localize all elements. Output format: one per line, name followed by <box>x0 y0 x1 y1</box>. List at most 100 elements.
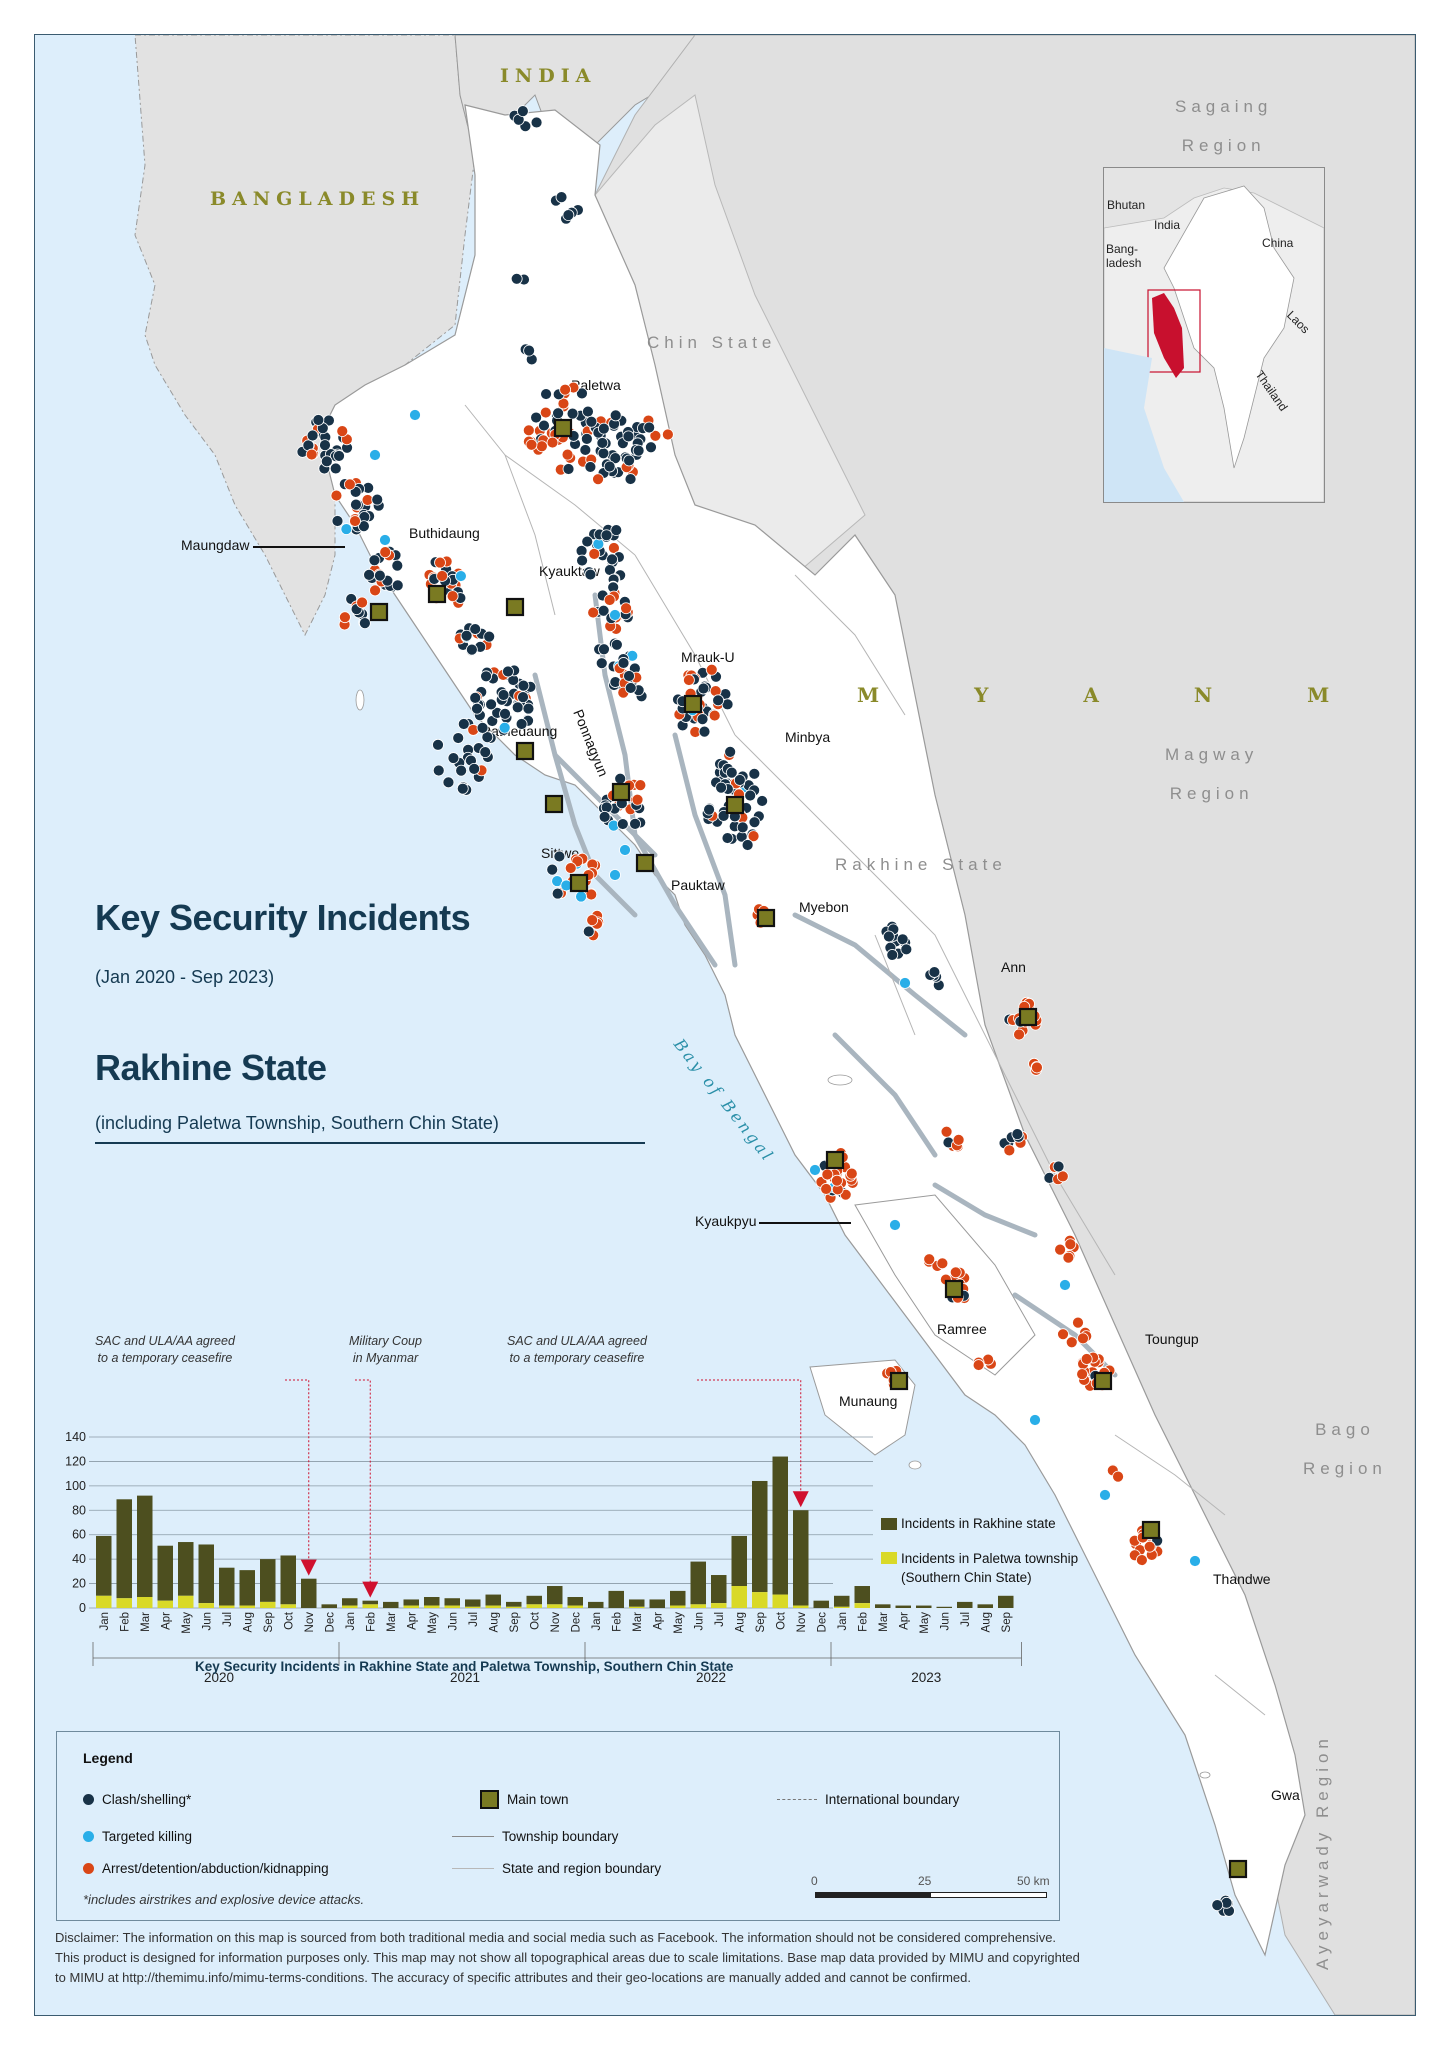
arrest-dot <box>369 584 381 597</box>
legend-main-town-label: Main town <box>507 1792 569 1807</box>
arrest-dot <box>535 440 548 453</box>
clash-dot <box>696 713 709 726</box>
main-town-marker <box>889 1371 909 1391</box>
clash-dot <box>585 415 598 428</box>
arrest-dot <box>705 663 718 676</box>
x-tick-label: Oct <box>283 1611 295 1630</box>
title-period: (Jan 2020 - Sep 2023) <box>95 967 275 987</box>
arrest-dot <box>305 448 318 461</box>
bar-rakhine <box>239 1570 255 1606</box>
clash-dot <box>616 818 629 830</box>
clash-dot <box>606 553 618 566</box>
arrest-dot <box>592 473 604 486</box>
clash-dot <box>442 776 455 789</box>
bar-paletwa <box>567 1605 583 1608</box>
x-tick-label: Jul <box>714 1612 726 1627</box>
x-tick-label: Jul <box>222 1612 234 1627</box>
bar-paletwa <box>547 1604 563 1608</box>
main-town-marker <box>544 794 564 814</box>
targeted-dot <box>1029 1414 1041 1426</box>
bar-paletwa <box>854 1603 870 1608</box>
incidents-bar-chart: 0 20 40 60 80 100 120 140 Jan Feb Mar Apr May Jun Jul A… <box>65 1379 1022 1685</box>
clash-dot <box>632 444 645 457</box>
town-label-toungup: Toungup <box>1145 1331 1199 1347</box>
clash-dot <box>540 388 552 400</box>
scale-bar-segment-dark <box>816 1893 931 1897</box>
clash-dot <box>368 554 381 567</box>
clash-dot <box>485 698 497 711</box>
x-tick-label: Feb <box>365 1612 377 1632</box>
bar-paletwa <box>280 1604 296 1608</box>
clash-dot <box>465 643 478 656</box>
clash-dot <box>596 437 609 449</box>
arrest-dot <box>330 489 343 502</box>
clash-dot <box>373 569 386 582</box>
x-tick-label: Jul <box>960 1612 972 1627</box>
bar-rakhine <box>301 1578 317 1608</box>
town-label-myebon: Myebon <box>799 899 849 915</box>
x-tick-label: Feb <box>611 1612 623 1632</box>
targeted-dot <box>1189 1555 1201 1567</box>
x-tick-label: May <box>673 1612 685 1634</box>
bar-rakhine <box>813 1600 829 1608</box>
x-tick-label: Aug <box>242 1612 254 1632</box>
main-town-marker <box>505 597 525 617</box>
y-tick-label: 120 <box>65 1454 86 1468</box>
clash-dot <box>522 702 535 715</box>
bar-rakhine <box>608 1590 624 1608</box>
y-tick-label: 100 <box>65 1479 86 1493</box>
targeted-dot <box>498 721 511 734</box>
legend-item-main-town: Main town <box>480 1790 569 1809</box>
clash-dot <box>623 670 635 682</box>
main-town-square-icon <box>480 1790 499 1809</box>
clash-dot <box>1052 1160 1065 1173</box>
clash-dot <box>460 629 473 642</box>
clash-dot <box>530 116 543 129</box>
bar-rakhine <box>362 1600 378 1605</box>
clash-dot <box>480 670 492 683</box>
bar-rakhine <box>96 1535 112 1596</box>
x-tick-label: Nov <box>304 1612 316 1633</box>
arrest-dot <box>923 1253 936 1266</box>
x-tick-label: Jan <box>591 1612 603 1631</box>
country-label-myanmar: M Y A N M A R <box>857 683 1415 707</box>
clash-dot <box>320 455 333 468</box>
clash-dot <box>712 694 725 707</box>
arrest-dot <box>1031 1061 1043 1074</box>
kyaukpyu-leader-line <box>759 1222 851 1224</box>
country-label-bangladesh: BANGLADESH <box>210 188 426 210</box>
x-tick-label: Mar <box>632 1612 644 1632</box>
clash-dot <box>517 679 530 692</box>
main-town-marker <box>1018 1007 1038 1027</box>
clash-dot <box>471 702 483 715</box>
clash-dot <box>1011 1128 1024 1141</box>
scale-label-25: 25 <box>918 1874 932 1888</box>
inset-locator-map: Bhutan India Bang- ladesh China Laos Tha… <box>1103 167 1325 503</box>
legend-box: Legend Clash/shelling* Targeted killing … <box>56 1731 1060 1921</box>
clash-dot <box>744 789 757 802</box>
clash-dot <box>546 863 559 876</box>
main-town-marker <box>1228 1859 1248 1879</box>
bar-rakhine <box>424 1597 440 1606</box>
clash-dot <box>516 105 529 118</box>
targeted-dot <box>455 570 467 582</box>
clash-dot <box>553 850 566 863</box>
clash-dot <box>358 617 371 630</box>
state-subtitle: (including Paletwa Township, Southern Ch… <box>95 1113 499 1133</box>
x-tick-label: Feb <box>119 1612 131 1632</box>
x-tick-label: Dec <box>570 1612 582 1633</box>
scale-label-0: 0 <box>811 1874 818 1888</box>
clash-dot <box>306 429 319 442</box>
targeted-dot <box>809 1164 821 1176</box>
bar-rakhine <box>260 1559 276 1602</box>
x-tick-label: Jun <box>201 1612 213 1631</box>
clash-dot <box>741 839 754 851</box>
bar-paletwa <box>178 1595 194 1608</box>
region-label-rakhine: Rakhine State <box>835 855 1007 874</box>
bar-rakhine <box>834 1595 850 1607</box>
targeted-dot <box>609 609 621 621</box>
x-tick-label: Nov <box>550 1612 562 1633</box>
arrest-dot <box>1065 1336 1078 1349</box>
clash-dot <box>715 781 728 794</box>
clash-dot <box>511 701 524 714</box>
